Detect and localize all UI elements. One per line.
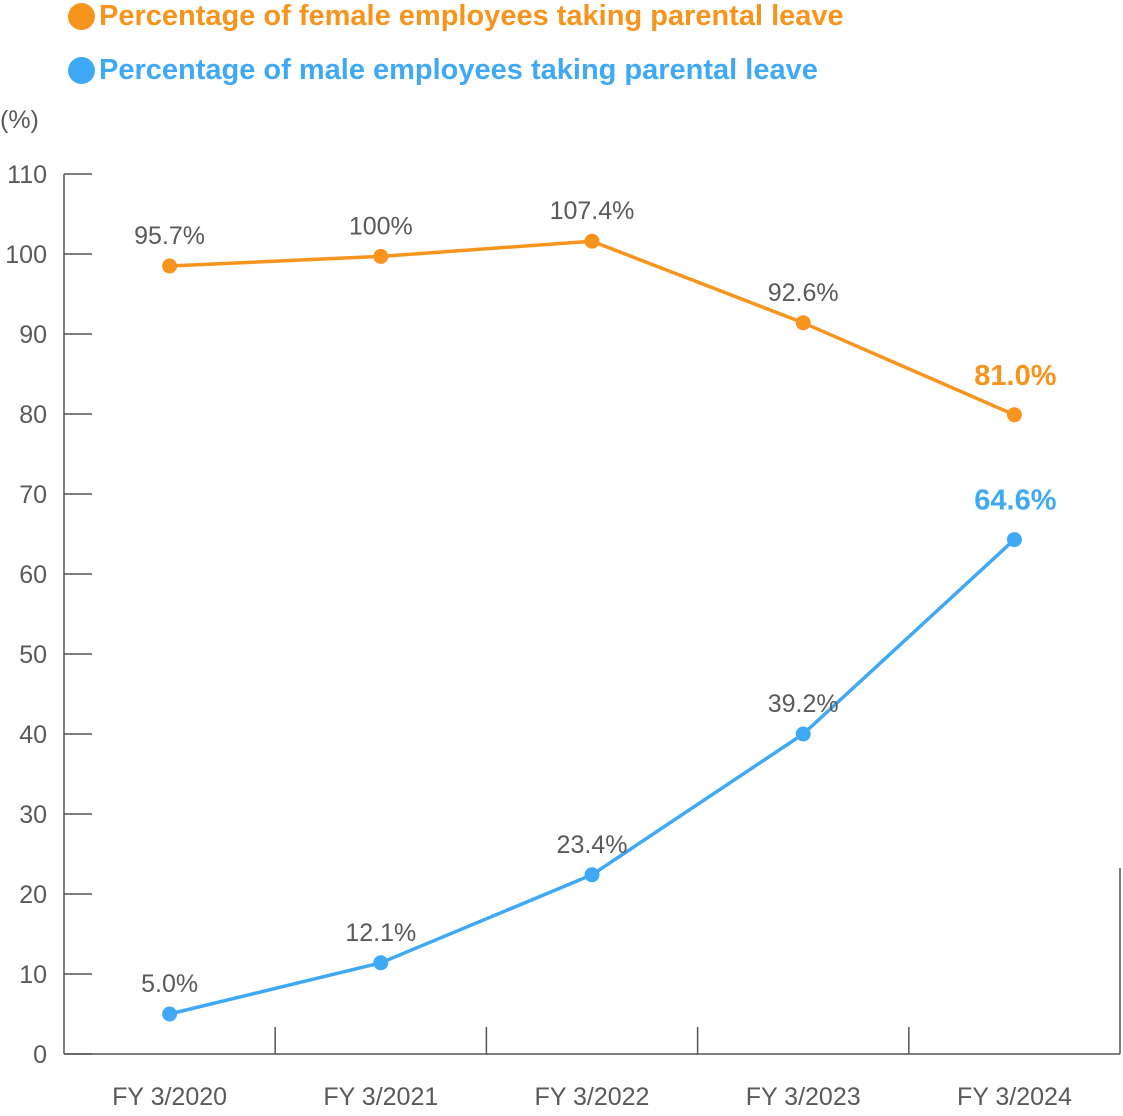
y-axis-unit-label: (%) — [0, 106, 39, 134]
female-data-point — [162, 258, 178, 274]
female-data-point — [795, 315, 811, 331]
female-data-label: 100% — [349, 212, 413, 240]
data-points — [162, 233, 1022, 1022]
x-tick-label: FY 3/2022 — [535, 1083, 650, 1111]
male-data-label: 23.4% — [557, 831, 628, 859]
data-labels: 95.7% 100% 107.4% 92.6% 81.0% 5.0% 12.1% 23.4% 3… — [134, 197, 1057, 998]
male-data-label: 39.2% — [768, 690, 839, 718]
male-data-label: 5.0% — [141, 970, 198, 998]
female-data-label: 92.6% — [768, 279, 839, 307]
male-data-point — [584, 867, 600, 883]
male-data-label: 12.1% — [345, 919, 416, 947]
x-tick-label: FY 3/2021 — [323, 1083, 438, 1111]
male-data-label: 64.6% — [974, 485, 1056, 517]
y-tick-label: 30 — [19, 801, 47, 829]
y-tick-label: 20 — [19, 881, 47, 909]
female-legend-label: Percentage of female employees taking pa… — [99, 0, 844, 32]
female-data-label: 107.4% — [550, 197, 635, 225]
male-legend-marker — [68, 57, 95, 84]
y-tick-label: 60 — [19, 561, 47, 589]
female-data-point — [1006, 407, 1022, 423]
y-tick-label: 100 — [5, 241, 47, 269]
x-tick-label: FY 3/2024 — [957, 1083, 1072, 1111]
y-tick-label: 90 — [19, 321, 47, 349]
male-data-point — [795, 726, 811, 742]
chart-axes: 0 10 20 30 40 50 60 70 80 90 100 110 FY 3/2020 FY 3/2… — [5, 161, 1121, 1111]
female-series-line — [169, 239, 1016, 417]
male-data-point — [162, 1006, 178, 1022]
female-data-label: 95.7% — [134, 222, 205, 250]
female-data-label: 81.0% — [974, 360, 1056, 392]
female-data-point — [584, 233, 600, 249]
y-tick-label: 40 — [19, 721, 47, 749]
male-series-line — [169, 538, 1016, 1016]
series-lines — [169, 239, 1016, 1016]
male-data-point — [1006, 532, 1022, 548]
y-tick-label: 110 — [7, 161, 47, 189]
legend-item-male: Percentage of male employees taking pare… — [68, 54, 818, 87]
x-tick-label: FY 3/2020 — [112, 1083, 227, 1111]
male-legend-label: Percentage of male employees taking pare… — [99, 54, 818, 86]
female-legend-marker — [68, 3, 95, 30]
y-tick-label: 50 — [19, 641, 47, 669]
legend-item-female: Percentage of female employees taking pa… — [68, 0, 844, 33]
y-tick-label: 10 — [19, 961, 47, 989]
x-tick-label: FY 3/2023 — [746, 1083, 861, 1111]
y-tick-label: 80 — [19, 401, 47, 429]
y-tick-label: 70 — [19, 481, 47, 509]
y-tick-label: 0 — [33, 1041, 47, 1069]
male-data-point — [373, 955, 389, 971]
female-data-point — [373, 248, 389, 264]
